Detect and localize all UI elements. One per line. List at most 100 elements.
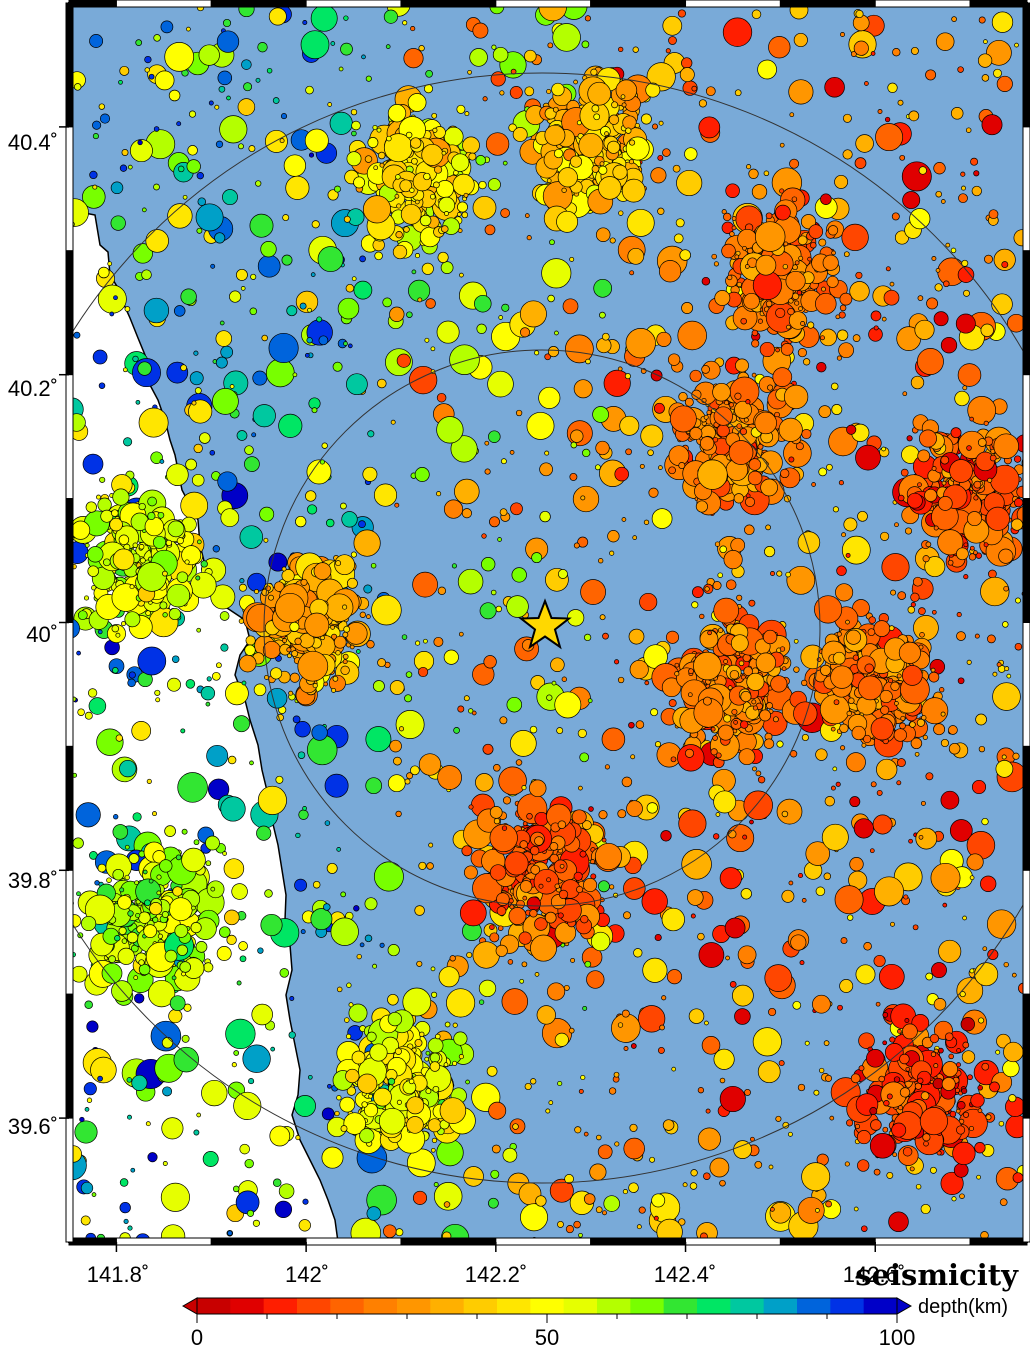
earthquake-marker	[198, 44, 220, 66]
earthquake-marker	[574, 1126, 582, 1134]
earthquake-marker	[132, 542, 139, 549]
earthquake-marker	[557, 1220, 564, 1228]
earthquake-marker	[500, 458, 507, 465]
earthquake-marker	[461, 508, 472, 519]
earthquake-marker	[595, 227, 611, 242]
earthquake-marker	[154, 70, 175, 91]
earthquake-marker	[347, 343, 353, 349]
earthquake-marker	[260, 241, 277, 258]
earthquake-marker	[858, 1032, 875, 1049]
earthquake-marker	[519, 840, 528, 849]
earthquake-marker	[478, 999, 485, 1005]
earthquake-marker	[452, 1060, 458, 1066]
earthquake-marker	[974, 1142, 986, 1154]
earthquake-marker	[627, 247, 645, 265]
earthquake-marker	[879, 689, 893, 704]
earthquake-marker	[449, 344, 480, 375]
earthquake-marker	[917, 295, 924, 301]
earthquake-marker	[857, 1159, 870, 1172]
earthquake-marker	[412, 1190, 428, 1205]
earthquake-marker	[207, 778, 230, 800]
earthquake-marker	[873, 954, 886, 968]
earthquake-marker	[400, 203, 422, 225]
earthquake-marker	[971, 779, 987, 795]
earthquake-marker	[443, 499, 464, 519]
earthquake-marker	[489, 516, 500, 528]
earthquake-marker	[628, 628, 645, 645]
earthquake-marker	[875, 1001, 881, 1007]
earthquake-marker	[76, 650, 81, 656]
earthquake-marker	[472, 195, 497, 220]
earthquake-marker	[867, 628, 876, 637]
earthquake-marker	[754, 221, 786, 252]
earthquake-marker	[242, 1044, 271, 1073]
earthquake-marker	[776, 798, 803, 825]
earthquake-marker	[251, 432, 257, 438]
earthquake-marker	[712, 581, 722, 590]
earthquake-marker	[684, 147, 698, 161]
earthquake-marker	[489, 823, 518, 853]
earthquake-marker	[461, 211, 469, 219]
earthquake-marker	[764, 964, 793, 992]
earthquake-marker	[962, 1041, 970, 1049]
earthquake-marker	[759, 709, 772, 722]
earthquake-marker	[557, 820, 567, 829]
earthquake-marker	[107, 261, 113, 267]
earthquake-marker	[658, 260, 682, 283]
earthquake-marker	[346, 982, 352, 988]
earthquake-marker	[640, 113, 652, 125]
earthquake-marker	[695, 500, 708, 513]
earthquake-marker	[239, 955, 247, 963]
earthquake-marker	[1011, 972, 1017, 978]
earthquake-marker	[839, 723, 849, 733]
earthquake-marker	[843, 517, 858, 532]
earthquake-marker	[534, 811, 549, 827]
earthquake-marker	[791, 196, 798, 202]
earthquake-marker	[424, 337, 430, 343]
earthquake-marker	[164, 949, 178, 963]
earthquake-marker	[251, 1003, 273, 1026]
earthquake-marker	[278, 413, 303, 438]
earthquake-marker	[236, 980, 242, 986]
earthquake-marker	[248, 145, 256, 153]
earthquake-marker	[703, 414, 709, 420]
earthquake-marker	[970, 157, 979, 166]
earthquake-marker	[744, 496, 756, 507]
earthquake-marker	[410, 26, 416, 32]
earthquake-marker	[147, 496, 157, 507]
earthquake-marker	[798, 306, 803, 311]
earthquake-marker	[292, 715, 301, 724]
earthquake-marker	[224, 909, 240, 926]
earthquake-marker	[742, 834, 748, 840]
earthquake-marker	[977, 1108, 983, 1113]
earthquake-marker	[311, 724, 328, 741]
earthquake-marker	[840, 937, 848, 945]
earthquake-marker	[995, 760, 1014, 778]
earthquake-marker	[691, 601, 699, 609]
earthquake-marker	[117, 895, 132, 910]
earthquake-marker	[366, 1206, 382, 1221]
earthquake-marker	[763, 738, 775, 749]
earthquake-marker	[578, 132, 604, 158]
earthquake-marker	[931, 962, 947, 979]
earthquake-marker	[909, 208, 931, 230]
earthquake-marker	[387, 774, 406, 793]
earthquake-marker	[488, 430, 501, 443]
earthquake-marker	[181, 847, 206, 873]
earthquake-marker	[152, 535, 167, 549]
earthquake-marker	[272, 97, 280, 104]
earthquake-marker	[112, 824, 129, 840]
earthquake-marker	[772, 716, 779, 723]
earthquake-marker	[118, 534, 130, 546]
earthquake-marker	[295, 832, 301, 839]
earthquake-marker	[519, 978, 525, 984]
earthquake-marker	[556, 727, 564, 735]
earthquake-marker	[752, 1027, 782, 1057]
earthquake-marker	[138, 407, 169, 438]
earthquake-marker	[580, 915, 589, 924]
earthquake-marker	[743, 790, 773, 821]
earthquake-marker	[387, 944, 400, 957]
earthquake-marker	[401, 634, 408, 640]
earthquake-marker	[281, 254, 293, 266]
earthquake-marker	[583, 633, 592, 642]
